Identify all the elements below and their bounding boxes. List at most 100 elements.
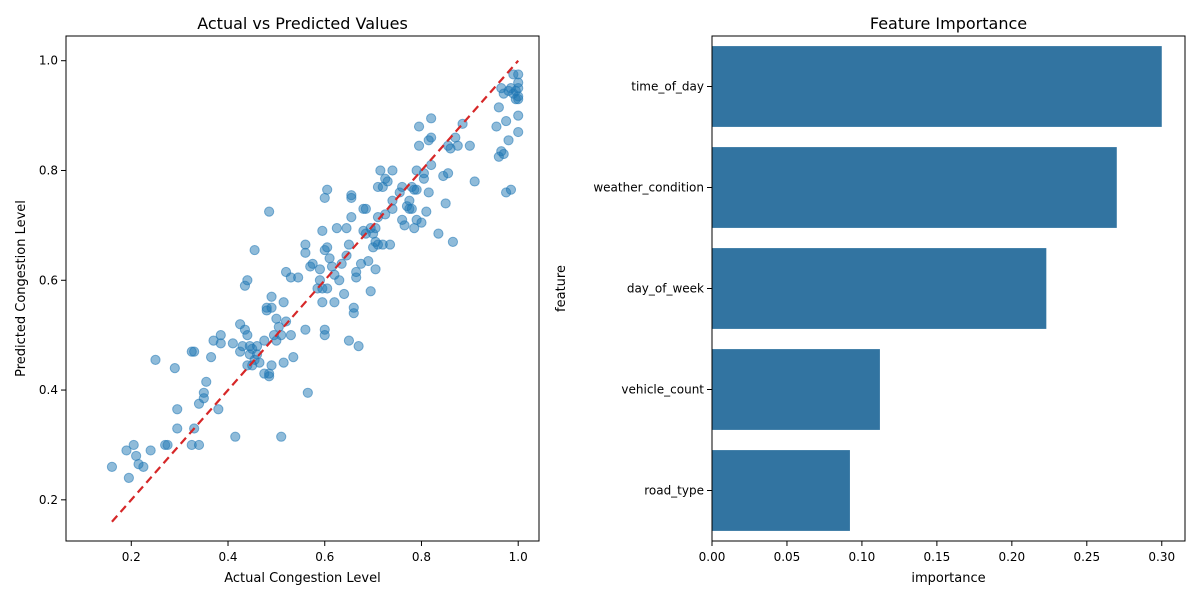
scatter-point: [501, 115, 512, 127]
scatter-point: [201, 376, 212, 387]
scatter-point: [360, 203, 371, 215]
category-label: day_of_week: [627, 282, 704, 296]
scatter-point: [464, 140, 475, 151]
x-tick-label: 0.4: [218, 550, 237, 564]
scatter-point: [138, 461, 149, 472]
scatter-point: [426, 132, 437, 143]
x-tick-label: 0.15: [924, 550, 951, 564]
scatter-point: [346, 192, 357, 204]
scatter-point: [343, 239, 355, 250]
scatter-y-label: Predicted Congestion Level: [14, 200, 29, 377]
scatter-point: [452, 140, 463, 151]
scatter-point: [370, 264, 381, 275]
scatter-plot-frame: [65, 35, 540, 542]
scatter-point: [128, 439, 139, 451]
scatter-point: [189, 346, 200, 357]
scatter-point: [447, 236, 459, 247]
y-tick-label: 0.4: [39, 383, 58, 397]
x-tick-label: 0.25: [1073, 550, 1100, 564]
scatter-point: [172, 404, 183, 415]
scatter-point: [343, 335, 355, 346]
scatter-point: [276, 431, 287, 442]
bars: [712, 46, 1162, 531]
scatter-point: [172, 423, 183, 434]
scatter-point: [280, 316, 292, 327]
scatter-point: [375, 165, 386, 176]
scatter-point: [423, 187, 434, 198]
x-tick-label: 0.05: [774, 550, 801, 564]
scatter-point: [213, 404, 224, 415]
y-tick-label: 0.8: [39, 163, 58, 177]
scatter-point: [227, 338, 238, 349]
x-tick-label: 0.8: [412, 550, 431, 564]
reference-line: [111, 59, 520, 523]
scatter-point: [513, 126, 524, 138]
scatter-point: [307, 258, 318, 269]
scatter-point: [336, 258, 347, 269]
y-tick-label: 0.2: [39, 493, 58, 507]
y-tick-label: 1.0: [39, 54, 58, 68]
scatter-point: [300, 247, 311, 258]
scatter-point: [426, 159, 437, 171]
scatter-point: [169, 362, 180, 374]
bar-y-label: feature: [554, 265, 569, 312]
scatter-point: [363, 255, 374, 267]
scatter-point: [338, 288, 350, 300]
scatter-y-axis: 0.2 0.4 0.6 0.8 1.0: [39, 54, 66, 507]
scatter-points: [106, 69, 524, 483]
bar-vehicle-count: [712, 349, 880, 430]
scatter-point: [341, 223, 352, 234]
bar-y-axis: time_of_day weather_condition day_of_weekv…: [593, 80, 712, 498]
scatter-point: [418, 173, 429, 184]
scatter-point: [416, 217, 427, 228]
scatter-point: [266, 360, 277, 371]
x-tick-label: 0.20: [998, 550, 1025, 564]
scatter-point: [411, 184, 422, 195]
scatter-point: [242, 275, 253, 286]
y-tick-label: 0.6: [39, 273, 58, 287]
scatter-point: [469, 176, 480, 187]
scatter-point: [150, 354, 161, 365]
scatter-point: [322, 283, 333, 294]
scatter-point: [254, 357, 265, 368]
scatter-point: [162, 439, 173, 451]
scatter-x-label: Actual Congestion Level: [224, 571, 381, 586]
scatter-point: [421, 206, 432, 217]
category-label: road_type: [644, 484, 704, 498]
scatter-point: [387, 165, 398, 176]
scatter-chart: Actual vs Predicted Values 0.2 0.4 0.6 0.8 1…: [14, 14, 540, 586]
scatter-point: [503, 135, 514, 146]
scatter-point: [433, 228, 444, 239]
scatter-point: [322, 184, 333, 195]
scatter-title: Actual vs Predicted Values: [197, 14, 408, 33]
scatter-point: [426, 113, 437, 124]
scatter-point: [230, 431, 241, 442]
scatter-point: [205, 352, 217, 363]
scatter-point: [293, 272, 304, 283]
scatter-point: [413, 140, 425, 151]
scatter-point: [249, 244, 260, 256]
scatter-point: [380, 209, 391, 220]
scatter-point: [300, 324, 311, 335]
scatter-point: [193, 439, 205, 451]
x-tick-label: 0.6: [315, 550, 334, 564]
scatter-point: [353, 341, 364, 352]
scatter-point: [382, 176, 393, 187]
bar-day-of-week: [712, 248, 1047, 329]
scatter-point: [314, 264, 326, 275]
scatter-x-axis: 0.2 0.4 0.6 0.8 1.0: [122, 541, 528, 564]
scatter-point: [259, 335, 270, 346]
x-tick-label: 0.2: [122, 550, 141, 564]
scatter-point: [329, 297, 340, 308]
scatter-point: [278, 297, 289, 308]
scatter-point: [351, 272, 362, 283]
scatter-point: [317, 297, 328, 308]
scatter-point: [365, 286, 376, 297]
scatter-point: [513, 110, 524, 121]
category-label: weather_condition: [593, 181, 704, 195]
scatter-point: [513, 94, 524, 105]
scatter-point: [302, 387, 313, 398]
category-label: vehicle_count: [621, 383, 704, 397]
scatter-point: [264, 371, 275, 382]
scatter-point: [334, 275, 345, 286]
